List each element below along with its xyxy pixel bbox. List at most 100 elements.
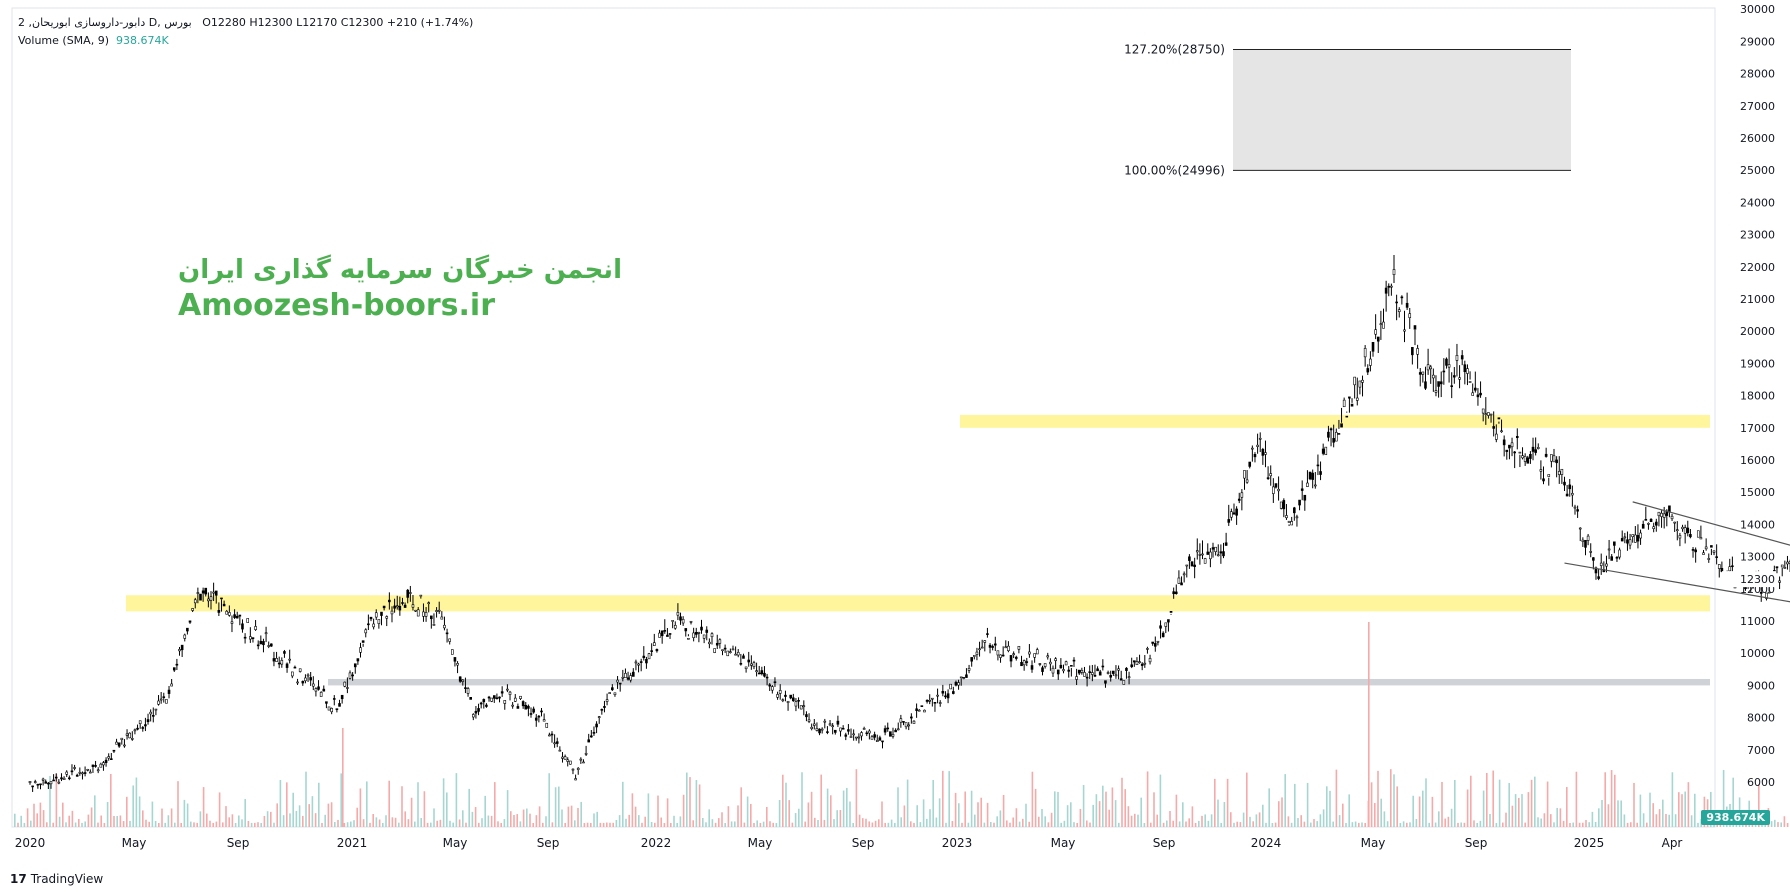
volume-bar: [161, 808, 163, 827]
volume-bar: [314, 813, 317, 827]
volume-bar: [1271, 822, 1274, 827]
candle-body: [1125, 667, 1128, 671]
price-tick-label: 21000: [1740, 293, 1775, 306]
volume-bar: [1300, 815, 1302, 827]
candle-body: [1237, 498, 1241, 501]
candle-body: [1647, 523, 1650, 525]
volume-bar: [759, 822, 762, 827]
volume-bar: [391, 817, 394, 827]
volume-bar: [1658, 809, 1661, 827]
volume-bar: [510, 811, 512, 827]
volume-bar: [183, 799, 186, 827]
candle-body: [1327, 431, 1330, 438]
candle-body: [1156, 640, 1160, 643]
candle-body: [1306, 482, 1309, 487]
candle-body: [952, 691, 955, 694]
volume-bar: [1175, 794, 1178, 827]
volume-bar: [1322, 809, 1325, 827]
volume-bar: [970, 790, 973, 827]
candle-body: [151, 715, 155, 717]
candle-body: [894, 729, 897, 733]
time-tick-label: Apr: [1662, 836, 1683, 850]
candle-body: [128, 732, 131, 739]
volume-bar: [1425, 778, 1427, 827]
candle-body: [852, 733, 855, 736]
volume-bar: [1559, 808, 1562, 827]
volume-bar: [961, 822, 963, 827]
candle-body: [1655, 521, 1658, 526]
last-price-label: 12300: [1740, 573, 1775, 586]
candle-body: [1001, 654, 1005, 657]
volume-bar: [1774, 819, 1776, 827]
volume-bar: [1412, 795, 1414, 827]
price-tick-label: 17000: [1740, 422, 1775, 435]
candle-body: [367, 623, 370, 626]
candle-body: [104, 759, 108, 763]
candle-body: [1214, 546, 1217, 552]
volume-bar: [1623, 814, 1626, 827]
candle-body: [1615, 556, 1619, 559]
candle-body: [1264, 452, 1267, 455]
volume-bar: [1319, 814, 1322, 827]
volume-bar: [1406, 822, 1408, 827]
candle-body: [1550, 454, 1553, 462]
candle-body: [149, 711, 152, 715]
candle-body: [70, 770, 74, 773]
candle-body: [569, 760, 572, 765]
volume-bar: [938, 798, 941, 827]
volume-bar: [1127, 806, 1130, 827]
candle-body: [1308, 471, 1312, 480]
candle-body: [1316, 464, 1320, 467]
candle-body: [1481, 408, 1485, 414]
candle-body: [875, 740, 879, 742]
candle-body: [1009, 655, 1013, 662]
candle-body: [508, 691, 512, 695]
price-tick-label: 14000: [1740, 518, 1775, 531]
candle-body: [1447, 364, 1451, 368]
time-tick-label: 2021: [337, 836, 368, 850]
candle-body: [1371, 342, 1375, 352]
volume-bar: [516, 814, 518, 827]
candle-body: [778, 690, 782, 694]
volume-indicator-label[interactable]: Volume (SMA, 9): [18, 34, 109, 47]
candle-body: [73, 767, 76, 769]
candle-body: [356, 658, 360, 662]
volume-bar: [308, 804, 310, 827]
symbol-name[interactable]: دابور-داروسازی ابوریحان, 2 D, بورس: [18, 16, 192, 29]
volume-bar: [71, 810, 74, 827]
volume-bar: [1022, 818, 1024, 827]
volume-bar: [426, 822, 429, 827]
candle-body: [626, 677, 630, 680]
price-tick-label: 24000: [1740, 196, 1775, 209]
candle-body: [343, 681, 347, 687]
candle-body: [220, 597, 223, 600]
candle-body: [878, 737, 882, 741]
volume-bar: [625, 818, 627, 827]
candle-body: [1077, 669, 1081, 674]
candle-body: [833, 729, 837, 733]
candle-body: [928, 699, 932, 702]
volume-bar: [1665, 814, 1667, 827]
volume-bar: [1518, 797, 1520, 827]
volume-bar: [692, 820, 694, 827]
candle-body: [1767, 591, 1771, 594]
candle-body: [1303, 494, 1307, 501]
candle-body: [511, 704, 514, 707]
volume-bar: [478, 822, 480, 827]
volume-bar: [33, 803, 35, 827]
volume-bar: [580, 801, 582, 827]
tradingview-footer[interactable]: 17 TradingView: [10, 872, 103, 886]
candle-body: [1775, 566, 1779, 569]
volume-bar: [1783, 816, 1786, 827]
volume-bar: [49, 775, 51, 827]
candle-body: [1290, 521, 1293, 526]
volume-bar: [1210, 814, 1213, 827]
candle-body: [1133, 660, 1136, 663]
candle-body: [519, 695, 522, 699]
volume-bar: [1399, 822, 1402, 827]
candle-body: [1610, 556, 1614, 561]
volume-bar: [94, 795, 96, 827]
volume-bar: [964, 791, 966, 827]
candle-body: [83, 772, 87, 774]
